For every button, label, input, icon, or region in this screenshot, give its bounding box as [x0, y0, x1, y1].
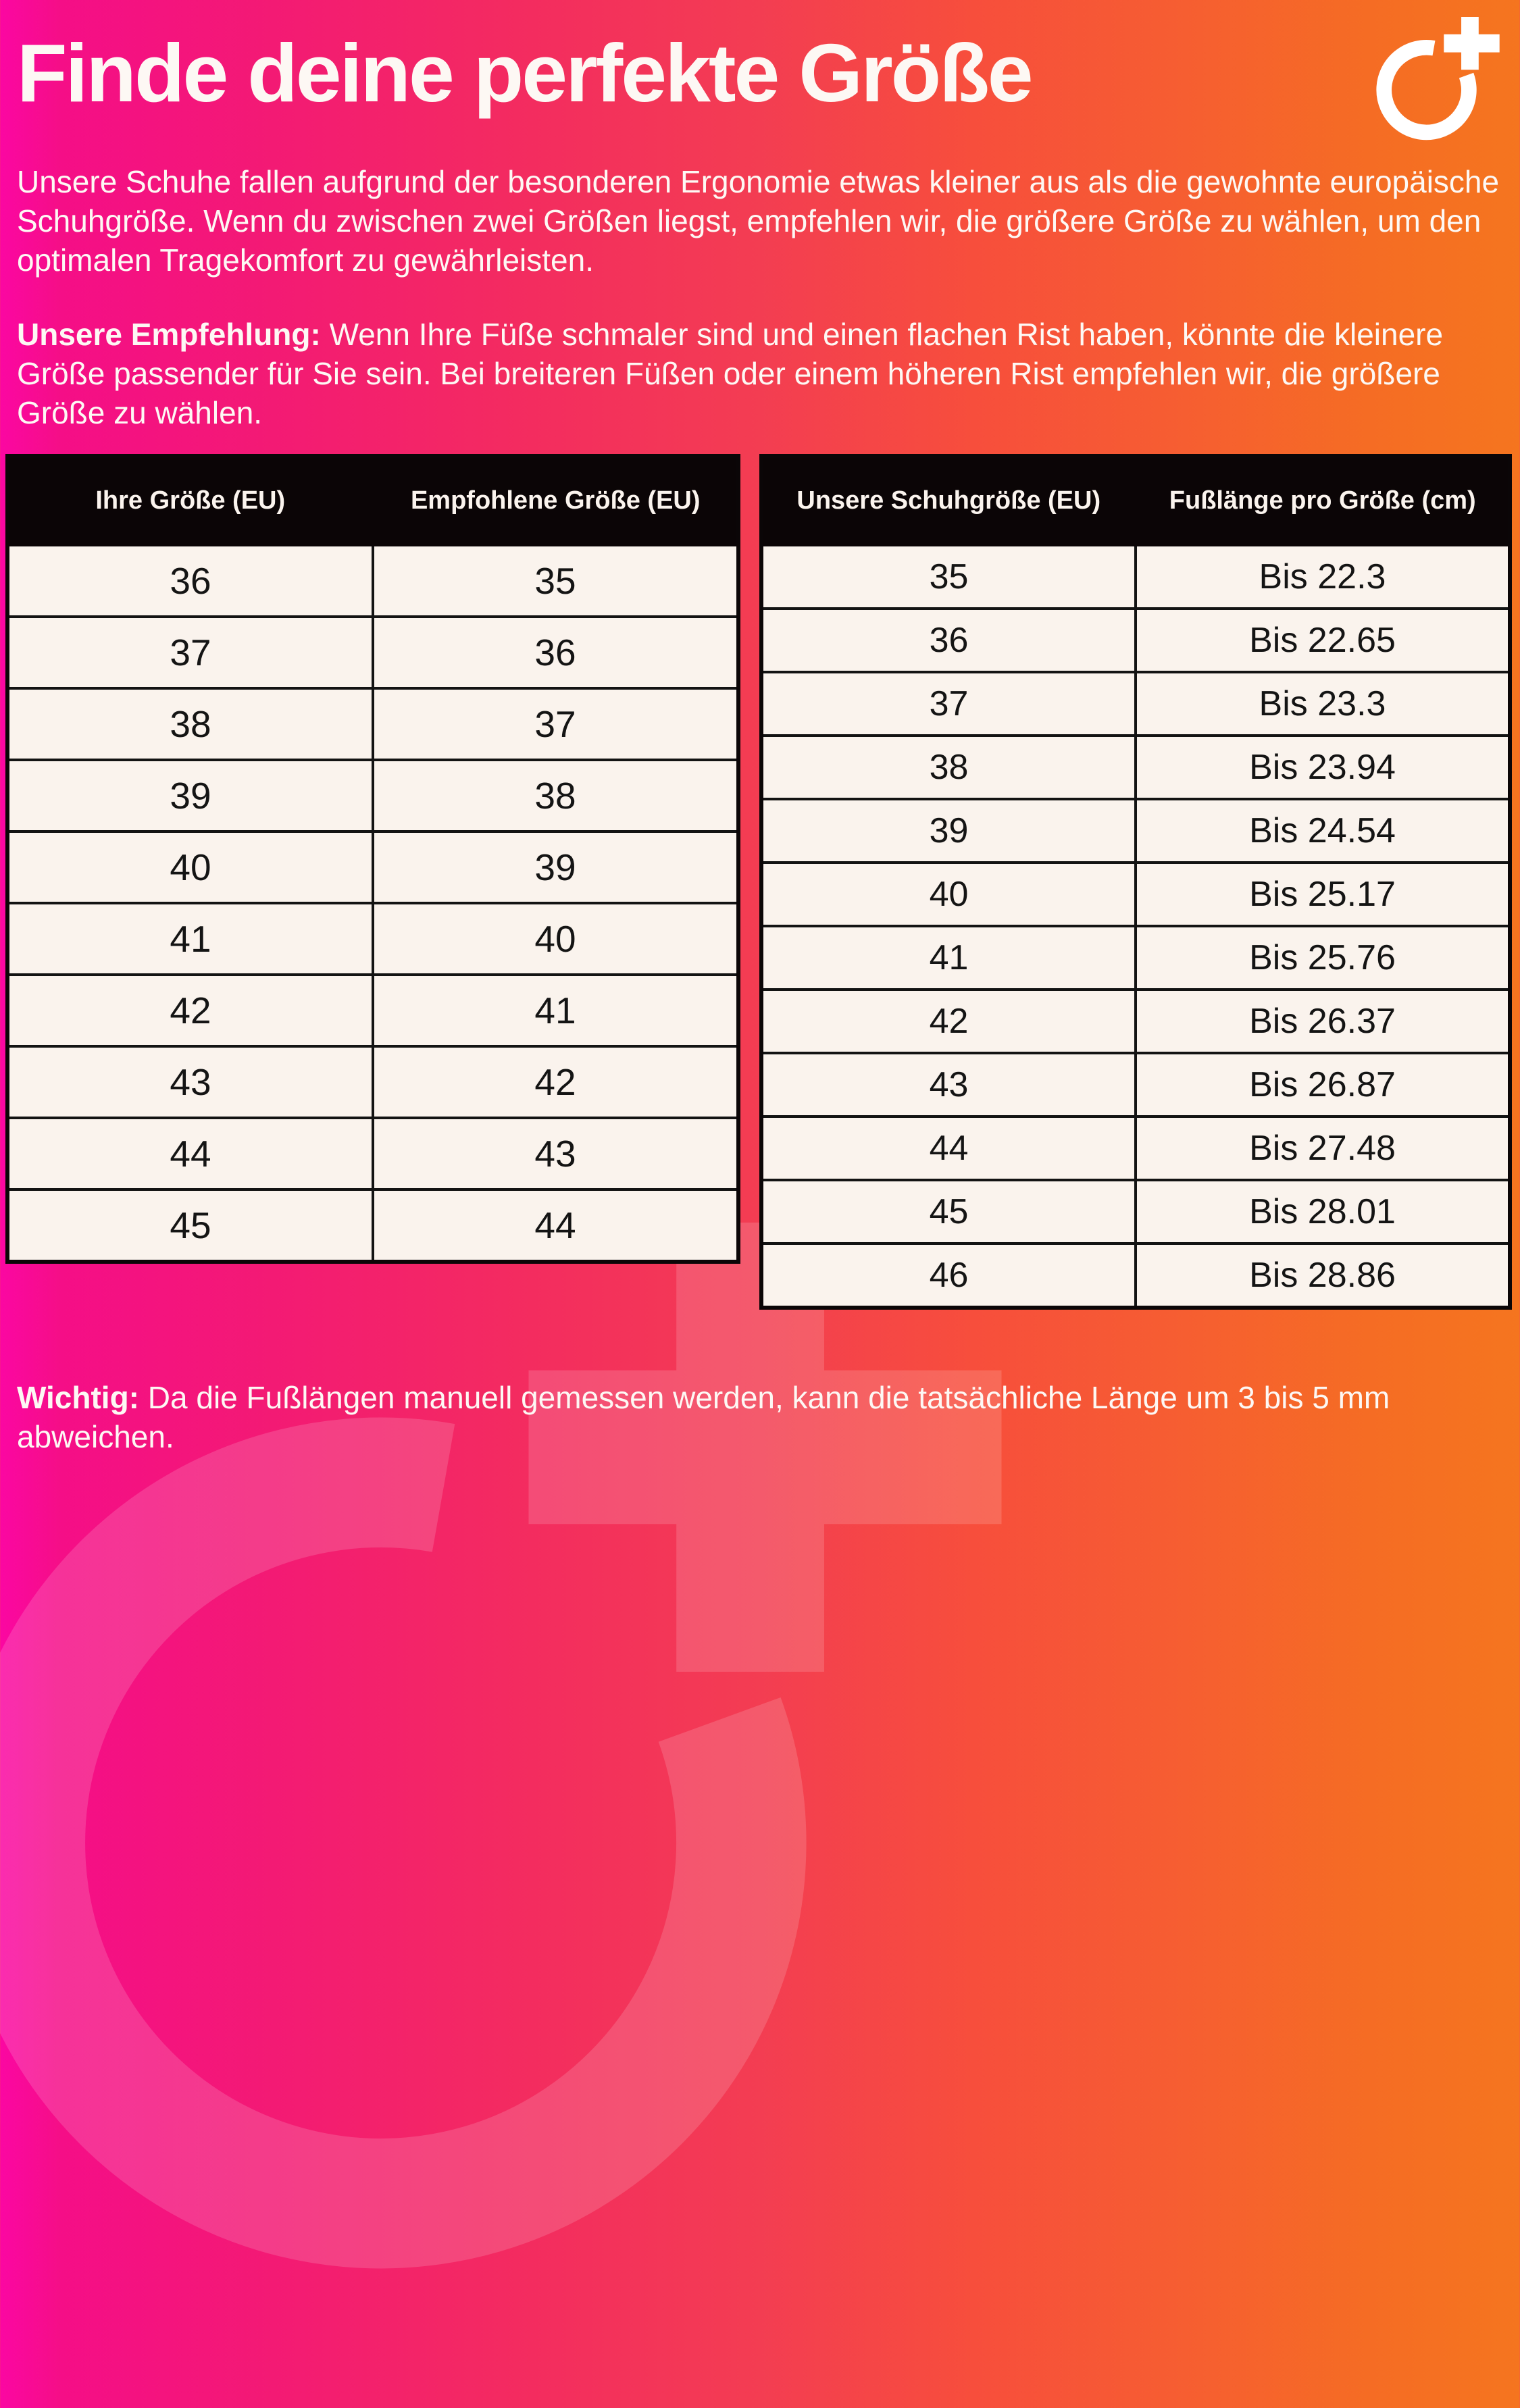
- table-cell: 41: [372, 973, 740, 1048]
- table-row: 42 Bis 26.37: [760, 988, 1511, 1054]
- size-conversion-table: Ihre Größe (EU) Empfohlene Größe (EU) 36 3…: [5, 454, 740, 1264]
- table-cell: 45: [760, 1179, 1137, 1245]
- table-cell: 39: [6, 759, 374, 833]
- table-cell: 36: [760, 607, 1137, 673]
- table-cell: 41: [760, 925, 1137, 991]
- column-header: Unsere Schuhgröße (EU): [759, 454, 1138, 546]
- table-cell: Bis 22.3: [1134, 543, 1511, 610]
- table-row: 45 Bis 28.01: [760, 1179, 1511, 1245]
- table-row: 36 Bis 22.65: [760, 607, 1511, 673]
- size-conversion-table-container: Ihre Größe (EU) Empfohlene Größe (EU) 36 3…: [5, 454, 740, 1264]
- footer-note: Wichtig: Da die Fußlängen manuell gemess…: [17, 1378, 1511, 1456]
- table-row: 40 Bis 25.17: [760, 861, 1511, 927]
- table-cell: 42: [6, 973, 374, 1048]
- table-header-row: Unsere Schuhgröße (EU) Fußlänge pro Größe…: [759, 454, 1512, 546]
- column-header: Ihre Größe (EU): [5, 454, 375, 546]
- foot-length-table: Unsere Schuhgröße (EU) Fußlänge pro Größe…: [759, 454, 1512, 1310]
- table-cell: 46: [760, 1242, 1137, 1309]
- table-cell: Bis 24.54: [1134, 798, 1511, 864]
- table-row: 40 39: [6, 830, 740, 904]
- table-cell: 38: [372, 759, 740, 833]
- table-cell: Bis 28.01: [1134, 1179, 1511, 1245]
- recommendation-text: Unsere Empfehlung: Wenn Ihre Füße schmal…: [17, 315, 1511, 432]
- table-cell: 38: [760, 734, 1137, 800]
- table-row: 37 36: [6, 615, 740, 690]
- table-cell: Bis 26.37: [1134, 988, 1511, 1054]
- footer-body: Da die Fußlängen manuell gemessen werden…: [17, 1380, 1390, 1454]
- table-cell: Bis 28.86: [1134, 1242, 1511, 1309]
- table-cell: 44: [6, 1117, 374, 1191]
- table-cell: 37: [760, 671, 1137, 737]
- table-cell: 45: [6, 1188, 374, 1263]
- table-row: 44 Bis 27.48: [760, 1115, 1511, 1181]
- table-row: 39 38: [6, 759, 740, 833]
- intro-text: Unsere Schuhe fallen aufgrund der besond…: [17, 164, 1500, 278]
- table-header-row: Ihre Größe (EU) Empfohlene Größe (EU): [5, 454, 740, 546]
- table-cell: 40: [6, 830, 374, 904]
- table-row: 37 Bis 23.3: [760, 671, 1511, 737]
- table-cell: 35: [372, 543, 740, 618]
- table-cell: 35: [760, 543, 1137, 610]
- table-row: 44 43: [6, 1117, 740, 1191]
- table-cell: 40: [372, 902, 740, 976]
- table-row: 45 44: [6, 1188, 740, 1263]
- table-cell: 36: [6, 543, 374, 618]
- table-row: 35 Bis 22.3: [760, 543, 1511, 610]
- table-cell: 43: [372, 1117, 740, 1191]
- column-header: Empfohlene Größe (EU): [371, 454, 740, 546]
- table-row: 43 Bis 26.87: [760, 1052, 1511, 1118]
- recommendation-body: Wenn Ihre Füße schmaler sind und einen f…: [17, 317, 1444, 430]
- table-row: 38 37: [6, 687, 740, 761]
- table-cell: 39: [372, 830, 740, 904]
- table-cell: 41: [6, 902, 374, 976]
- table-cell: 42: [372, 1045, 740, 1119]
- table-cell: 38: [6, 687, 374, 761]
- table-cell: 39: [760, 798, 1137, 864]
- table-row: 43 42: [6, 1045, 740, 1119]
- table-row: 36 35: [6, 543, 740, 618]
- recommendation-label: Unsere Empfehlung:: [17, 317, 321, 352]
- table-cell: 37: [6, 615, 374, 690]
- table-cell: 42: [760, 988, 1137, 1054]
- column-header: Fußlänge pro Größe (cm): [1134, 454, 1512, 546]
- table-cell: 37: [372, 687, 740, 761]
- table-cell: Bis 25.17: [1134, 861, 1511, 927]
- table-cell: Bis 22.65: [1134, 607, 1511, 673]
- table-row: 38 Bis 23.94: [760, 734, 1511, 800]
- table-cell: Bis 25.76: [1134, 925, 1511, 991]
- page-title: Finde deine perfekte Größe: [17, 27, 1034, 119]
- table-cell: 36: [372, 615, 740, 690]
- table-cell: 44: [372, 1188, 740, 1263]
- table-cell: 43: [6, 1045, 374, 1119]
- table-cell: Bis 23.3: [1134, 671, 1511, 737]
- table-cell: Bis 27.48: [1134, 1115, 1511, 1181]
- table-cell: 44: [760, 1115, 1137, 1181]
- table-row: 39 Bis 24.54: [760, 798, 1511, 864]
- foot-length-table-container: Unsere Schuhgröße (EU) Fußlänge pro Größe…: [759, 454, 1512, 1310]
- table-row: 42 41: [6, 973, 740, 1048]
- o-plus-logo-icon: [1367, 17, 1506, 156]
- table-row: 41 Bis 25.76: [760, 925, 1511, 991]
- footer-label: Wichtig:: [17, 1380, 139, 1415]
- table-row: 41 40: [6, 902, 740, 976]
- table-row: 46 Bis 28.86: [760, 1242, 1511, 1309]
- table-cell: Bis 26.87: [1134, 1052, 1511, 1118]
- table-cell: Bis 23.94: [1134, 734, 1511, 800]
- table-cell: 40: [760, 861, 1137, 927]
- table-cell: 43: [760, 1052, 1137, 1118]
